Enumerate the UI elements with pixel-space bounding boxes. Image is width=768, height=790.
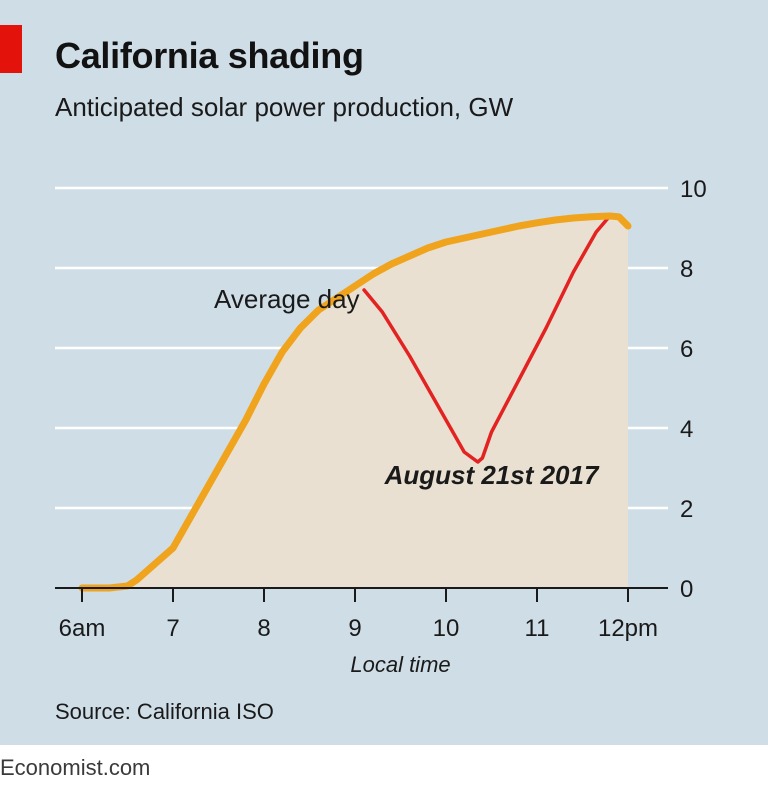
y-tick-label-4: 4 <box>680 416 693 443</box>
y-tick-label-2: 2 <box>680 496 693 523</box>
annotations: Average day August 21st 2017 <box>214 284 600 490</box>
brand-footer: Economist.com <box>0 755 151 780</box>
area-layer <box>82 216 628 588</box>
chart-svg: 0 2 4 6 8 10 6am 7 8 9 10 11 12pm Local time Average … <box>55 176 707 677</box>
x-tick-label-12: 12pm <box>598 615 658 642</box>
y-tick-label-0: 0 <box>680 576 693 603</box>
x-tick-label-10: 10 <box>433 615 460 642</box>
source-note: Source: California ISO <box>55 699 274 724</box>
x-tick-label-9: 9 <box>348 615 361 642</box>
annotation-average-day: Average day <box>214 284 360 314</box>
x-tick-label-11: 11 <box>525 615 550 642</box>
average-day-area <box>82 216 628 588</box>
chart-title: California shading <box>55 35 364 76</box>
x-axis-title: Local time <box>350 652 450 677</box>
chart-subtitle: Anticipated solar power production, GW <box>55 92 514 122</box>
series-line-average-day <box>78 212 632 592</box>
economist-red-tag <box>0 25 22 73</box>
series-lines <box>78 212 632 592</box>
y-tick-label-10: 10 <box>680 176 707 203</box>
x-tick-label-7: 7 <box>166 615 179 642</box>
axes <box>55 587 668 602</box>
y-tick-label-6: 6 <box>680 336 693 363</box>
x-tick-label-6: 6am <box>59 615 106 642</box>
tick-labels: 0 2 4 6 8 10 6am 7 8 9 10 11 12pm Local time <box>59 176 707 677</box>
x-tick-label-8: 8 <box>257 615 270 642</box>
series-line-august-21st-2017 <box>362 214 612 464</box>
y-tick-label-8: 8 <box>680 256 693 283</box>
annotation-august-21st-2017: August 21st 2017 <box>384 460 600 490</box>
